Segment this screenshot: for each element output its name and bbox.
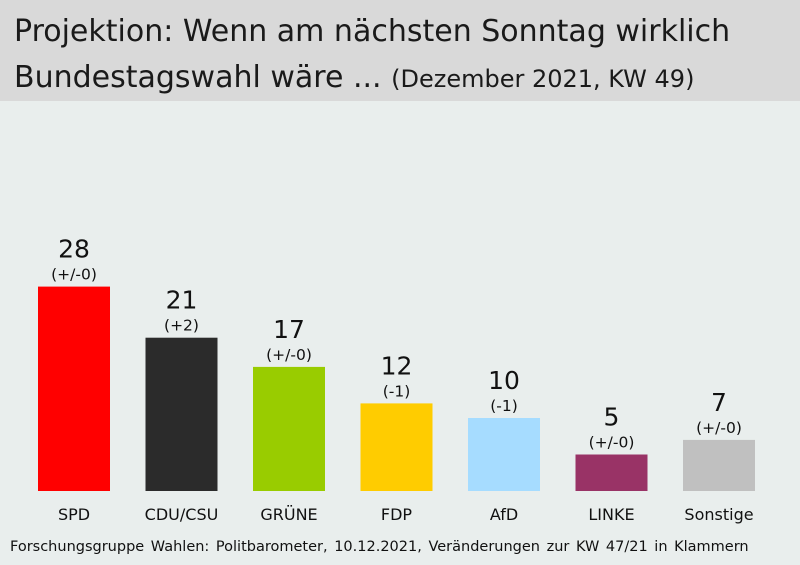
value-label: 10 (488, 366, 520, 395)
category-label: Sonstige (684, 505, 753, 524)
change-label: (+2) (164, 317, 199, 335)
source-footnote: Forschungsgruppe Wahlen: Politbarometer,… (10, 539, 749, 555)
value-label: 17 (273, 315, 305, 344)
change-label: (-1) (490, 397, 518, 415)
value-label: 21 (166, 286, 198, 315)
bar (468, 418, 540, 491)
category-label: AfD (490, 505, 518, 524)
category-label: CDU/CSU (145, 505, 219, 524)
bar (253, 366, 325, 491)
chart-title-line2-text: Bundestagswahl wäre ... (14, 60, 382, 95)
value-label: 5 (604, 403, 620, 432)
category-label: SPD (58, 505, 90, 524)
bar (145, 337, 218, 491)
bar-chart: 28 (+/-0) SPD 21 (+2) CDU/CSU 17 (+/-0) GRÜNE 12 (… (38, 235, 755, 524)
category-label: LINKE (588, 505, 634, 524)
chart-title-line1: Projektion: Wenn am nächsten Sonntag wir… (14, 14, 731, 49)
category-label: GRÜNE (260, 505, 317, 524)
bar (683, 439, 755, 491)
chart-subtitle: (Dezember 2021, KW 49) (391, 65, 695, 93)
change-label: (+/-0) (589, 434, 635, 452)
bar (360, 403, 433, 491)
bar (38, 286, 110, 491)
category-label: FDP (381, 505, 413, 524)
value-label: 7 (711, 388, 727, 417)
change-label: (+/-0) (266, 346, 312, 364)
change-label: (+/-0) (51, 266, 97, 284)
change-label: (-1) (383, 382, 411, 400)
chart-header: Projektion: Wenn am nächsten Sonntag wir… (0, 0, 800, 101)
value-label: 12 (381, 351, 413, 380)
value-label: 28 (58, 235, 90, 264)
chart-title-line2: Bundestagswahl wäre ... (Dezember 2021, … (14, 60, 694, 95)
bar (575, 454, 648, 491)
change-label: (+/-0) (696, 419, 742, 437)
